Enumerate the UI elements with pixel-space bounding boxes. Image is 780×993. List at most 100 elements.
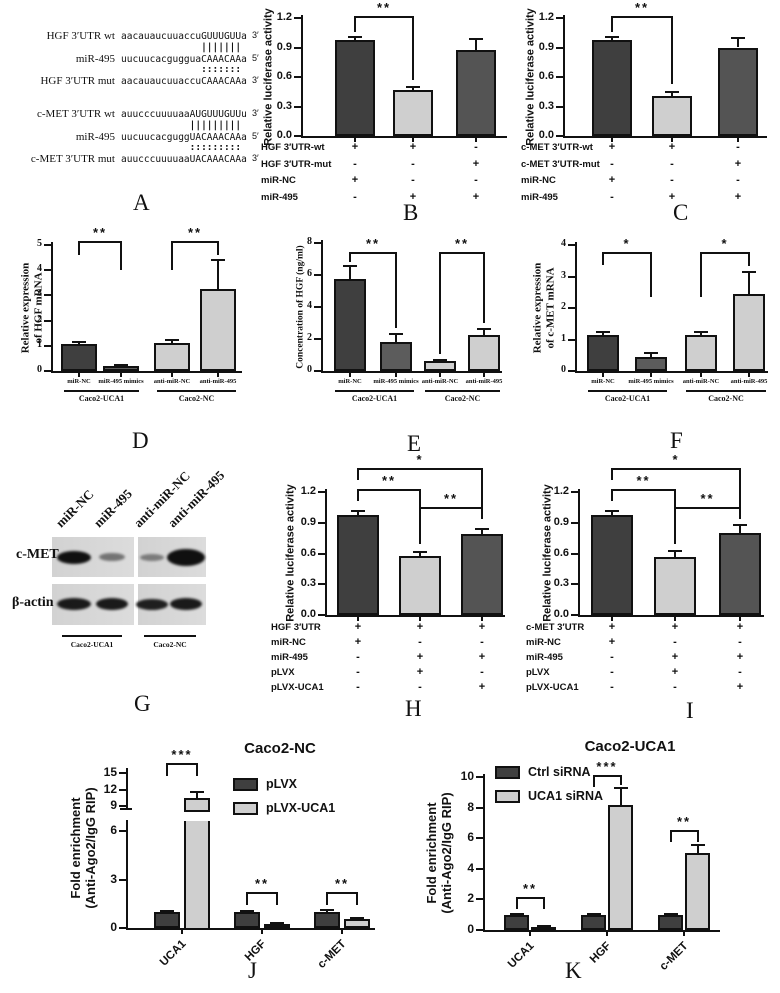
group-label: Caco2-NC bbox=[708, 394, 744, 403]
sig-stars: *** bbox=[171, 747, 193, 762]
blot-band-bactin bbox=[136, 598, 168, 610]
lane-label: miR-495 bbox=[90, 485, 136, 531]
sig-bracket-leg bbox=[671, 16, 673, 84]
x-tick bbox=[354, 138, 356, 142]
group-line bbox=[144, 635, 196, 637]
sig-bracket-leg bbox=[481, 507, 483, 519]
sig-bracket-line bbox=[611, 16, 673, 18]
x-category-label: miR-495 mimics bbox=[98, 378, 144, 385]
sig-bracket-leg bbox=[412, 16, 414, 80]
bar bbox=[608, 804, 633, 930]
condition-value: - bbox=[411, 174, 415, 186]
condition-value: - bbox=[356, 666, 360, 678]
error-bar-cap bbox=[733, 523, 747, 526]
x-tick bbox=[611, 138, 613, 142]
condition-label: c-MET 3′UTR bbox=[526, 622, 585, 633]
condition-value: - bbox=[736, 174, 740, 186]
group-label: Caco2-NC bbox=[178, 394, 215, 403]
y-tick-label: 0.0 bbox=[300, 608, 316, 620]
y-tick-label: 0.6 bbox=[538, 70, 554, 82]
error-bar bbox=[650, 352, 652, 357]
legend-swatch bbox=[495, 790, 520, 803]
y-tick-label: 3 bbox=[561, 269, 566, 281]
condition-value: + bbox=[409, 141, 417, 153]
condition-label: HGF 3′UTR-wt bbox=[261, 142, 325, 153]
bar bbox=[380, 342, 412, 371]
condition-value: - bbox=[418, 681, 422, 693]
error-bar bbox=[611, 511, 613, 515]
y-tick-label: 0 bbox=[307, 364, 312, 375]
error-bar bbox=[196, 792, 198, 798]
x-category-label: c-MET bbox=[657, 940, 691, 973]
plot-area-e: 0 2 4 6 8 ** ** miR-NC miR-495 mimics anti-miR-NC… bbox=[265, 228, 517, 454]
bar bbox=[314, 911, 340, 928]
legend-label: pLVX bbox=[266, 777, 298, 791]
sig-stars: ** bbox=[365, 236, 381, 251]
bar bbox=[658, 914, 683, 930]
condition-label: miR-NC bbox=[271, 637, 306, 648]
x-axis bbox=[321, 371, 502, 373]
condition-value: + bbox=[668, 190, 676, 203]
sig-bracket-leg bbox=[650, 252, 652, 297]
condition-label: c-MET 3′UTR-mut bbox=[521, 158, 600, 170]
y-tick-label: 2 bbox=[37, 313, 42, 325]
error-bar-cap bbox=[694, 331, 708, 334]
error-bar bbox=[171, 340, 173, 343]
y-tick bbox=[294, 105, 301, 108]
x-category-label: anti-miR-495 bbox=[730, 378, 768, 385]
condition-label: miR-495 bbox=[521, 191, 558, 203]
y-tick bbox=[119, 927, 126, 929]
bar bbox=[200, 289, 236, 371]
y-tick bbox=[44, 269, 51, 272]
y-tick bbox=[476, 867, 483, 870]
sig-bracket-leg bbox=[196, 763, 198, 776]
condition-label: miR-NC bbox=[261, 175, 296, 186]
bar bbox=[393, 89, 433, 136]
condition-value: - bbox=[673, 681, 677, 693]
y-tick-label: 3 bbox=[110, 871, 117, 886]
sig-bracket-leg bbox=[120, 241, 122, 270]
blot-band-bactin bbox=[57, 598, 91, 610]
legend-label: Ctrl siRNA bbox=[528, 765, 591, 779]
condition-value: + bbox=[472, 157, 480, 170]
y-tick bbox=[44, 370, 51, 372]
y-tick bbox=[556, 105, 563, 108]
panel-letter-a: A bbox=[133, 190, 150, 215]
condition-label: miR-NC bbox=[521, 175, 556, 186]
y-axis-title-line: of c-MET mRNA bbox=[544, 267, 556, 349]
y-axis-title: Relative luciferase activity bbox=[525, 8, 538, 146]
y-tick-label: 6 bbox=[467, 830, 474, 845]
x-tick bbox=[674, 617, 676, 621]
sig-bracket-line bbox=[700, 252, 750, 254]
sequence-label: c-MET 3′UTR mut bbox=[30, 153, 115, 165]
condition-value: + bbox=[671, 621, 679, 633]
y-tick bbox=[476, 776, 483, 778]
legend-swatch bbox=[233, 778, 258, 791]
condition-value: + bbox=[354, 636, 362, 648]
sig-bracket-leg bbox=[700, 252, 702, 297]
y-tick-label: 8 bbox=[307, 236, 312, 247]
error-bar-cap bbox=[406, 85, 420, 88]
y-tick-label: 6 bbox=[307, 268, 312, 279]
y-axis-title-line: Relative luciferase activity bbox=[284, 484, 297, 622]
y-tick-label: 0.3 bbox=[553, 577, 569, 590]
error-bar-cap bbox=[114, 363, 128, 366]
group-label: Caco2-UCA1 bbox=[351, 394, 398, 403]
sequence-end-mark: 5′ bbox=[252, 53, 259, 63]
plot-area-h: 0.0 0.3 0.6 0.9 1.2 * ** ** HGF 3′UTR + + + miR-NC + -… bbox=[265, 450, 517, 724]
error-bar bbox=[671, 91, 673, 96]
panel-letter-b: B bbox=[403, 200, 419, 225]
condition-value: - bbox=[736, 141, 740, 153]
bar bbox=[591, 514, 633, 615]
bar bbox=[61, 343, 97, 371]
error-bar bbox=[737, 37, 739, 48]
panel-i-luciferase-chart: 0.0 0.3 0.6 0.9 1.2 * ** ** c-MET 3′UTR + + + miR-NC… bbox=[520, 450, 777, 724]
y-tick-label: 0 bbox=[561, 364, 566, 375]
y-tick-label: 4 bbox=[561, 238, 566, 249]
sequence-end-mark: 3′ bbox=[252, 108, 259, 118]
x-tick bbox=[412, 138, 414, 142]
x-tick bbox=[217, 373, 219, 377]
condition-label: miR-495 bbox=[261, 191, 298, 203]
y-tick-label: 0 bbox=[110, 920, 117, 934]
y-tick bbox=[294, 46, 301, 49]
